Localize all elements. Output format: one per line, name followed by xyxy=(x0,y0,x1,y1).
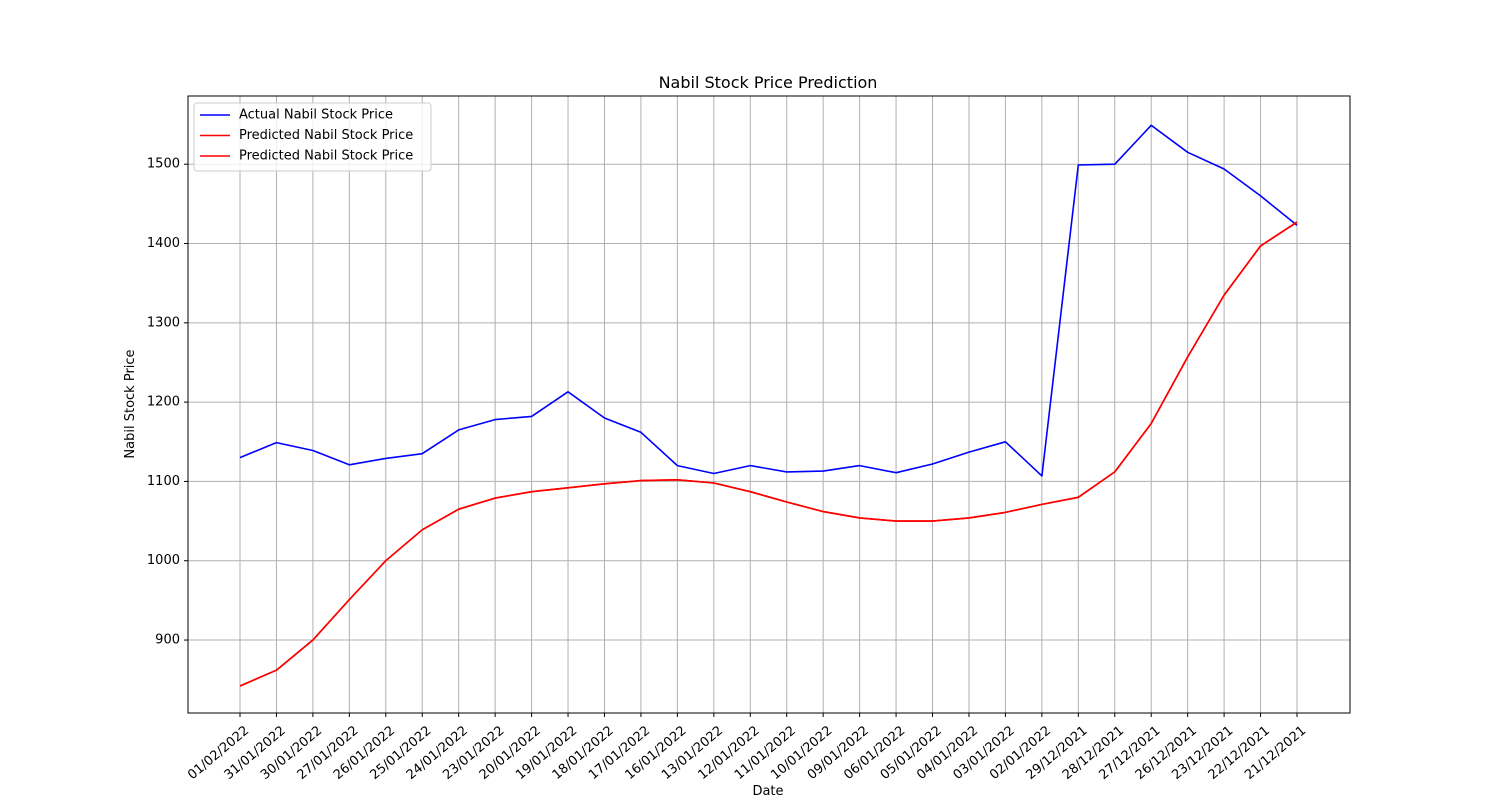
legend-label: Predicted Nabil Stock Price xyxy=(239,149,413,164)
legend-label: Predicted Nabil Stock Price xyxy=(239,128,413,143)
series-layer xyxy=(239,124,1298,687)
x-axis: 01/02/202231/01/202230/01/202227/01/2022… xyxy=(185,713,1309,783)
series-line-3 xyxy=(239,221,1298,687)
legend: Actual Nabil Stock Price Predicted Nabil … xyxy=(193,102,432,172)
y-tick-label: 1400 xyxy=(147,236,180,251)
y-tick-label: 900 xyxy=(155,633,180,648)
y-axis-label: Nabil Stock Price xyxy=(123,349,138,458)
x-axis-label: Date xyxy=(752,784,783,799)
series-line-2 xyxy=(239,221,1298,687)
y-axis: 900 1000 1100 1200 1300 1400 1500 xyxy=(147,157,188,648)
y-tick-label: 1200 xyxy=(147,395,180,410)
series-line-1 xyxy=(239,124,1298,477)
legend-label: Actual Nabil Stock Price xyxy=(239,108,393,123)
y-tick-label: 1000 xyxy=(147,553,180,568)
y-tick-label: 1300 xyxy=(147,315,180,330)
chart-title: Nabil Stock Price Prediction xyxy=(659,73,878,92)
plot-frame xyxy=(187,95,1351,714)
y-tick-label: 1100 xyxy=(147,474,180,489)
grid-lines xyxy=(188,96,1350,713)
y-tick-label: 1500 xyxy=(147,157,180,172)
legend-box xyxy=(193,102,432,172)
